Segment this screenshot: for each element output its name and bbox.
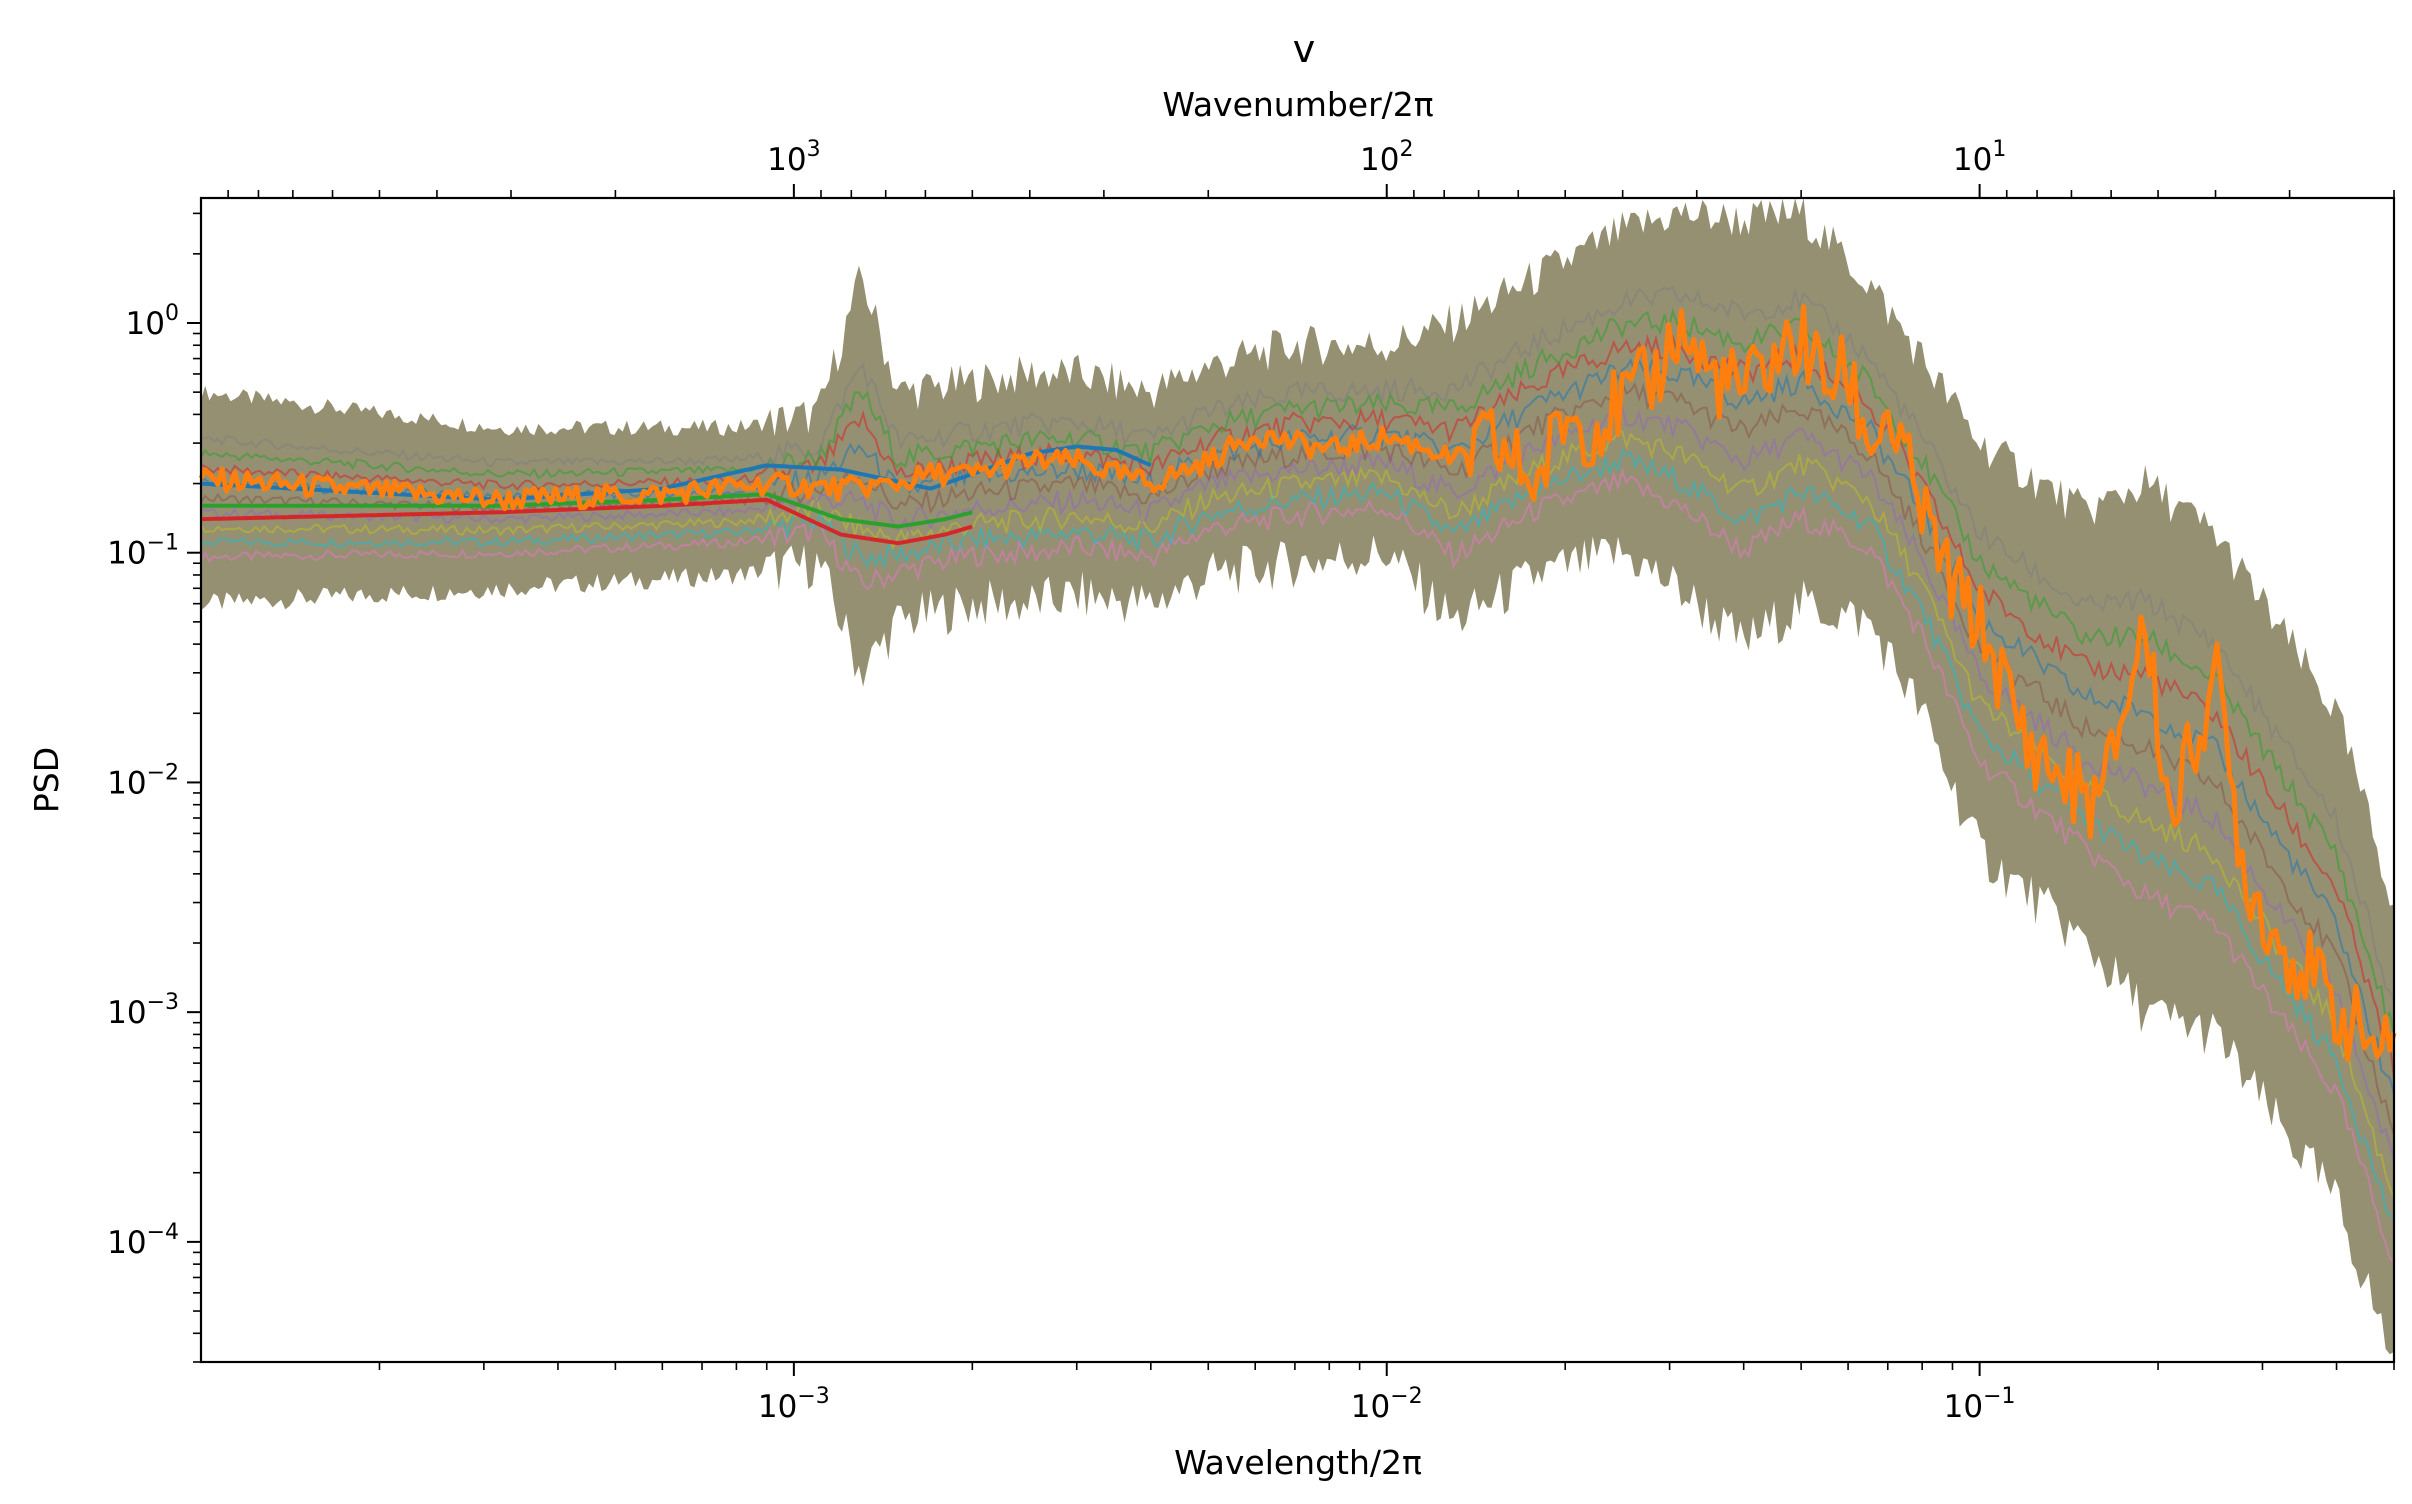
tick-label: 10−3 — [758, 1384, 830, 1425]
series-lines — [198, 304, 2397, 1063]
band-trace — [200, 307, 2395, 1036]
y-axis-ticks: 100 10−1 10−2 10−3 10−4 — [107, 212, 201, 1363]
band-trace — [201, 285, 2395, 1002]
band-trace — [200, 405, 2395, 1161]
tick-label: 10−3 — [107, 990, 179, 1031]
tick-label: 10−2 — [1351, 1384, 1423, 1425]
tick-label: 10−4 — [107, 1220, 179, 1261]
tick-label: 102 — [1360, 137, 1413, 178]
tick-label: 101 — [1953, 137, 2006, 178]
x-axis-label: Wavelength/2π — [1174, 1443, 1422, 1482]
top-axis-ticks: 103 102 101 — [227, 137, 2395, 198]
tick-label: 10−1 — [107, 531, 179, 572]
plot-frame — [199, 196, 2396, 1364]
tick-label: 103 — [767, 137, 820, 178]
top-axis-label: Wavenumber/2π — [1162, 85, 1433, 124]
series-line — [198, 304, 2397, 1063]
tick-label: 10−2 — [107, 760, 179, 801]
tick-label: 100 — [126, 301, 179, 342]
tick-label: 10−1 — [1944, 1384, 2016, 1425]
band-trace — [200, 467, 2395, 1263]
chart-title: v — [1293, 27, 1316, 71]
series-line — [200, 444, 1152, 502]
x-axis-ticks: 10−3 10−2 10−1 — [378, 1362, 2395, 1425]
band-trace — [200, 333, 2395, 1078]
y-axis-label: PSD — [27, 747, 66, 813]
